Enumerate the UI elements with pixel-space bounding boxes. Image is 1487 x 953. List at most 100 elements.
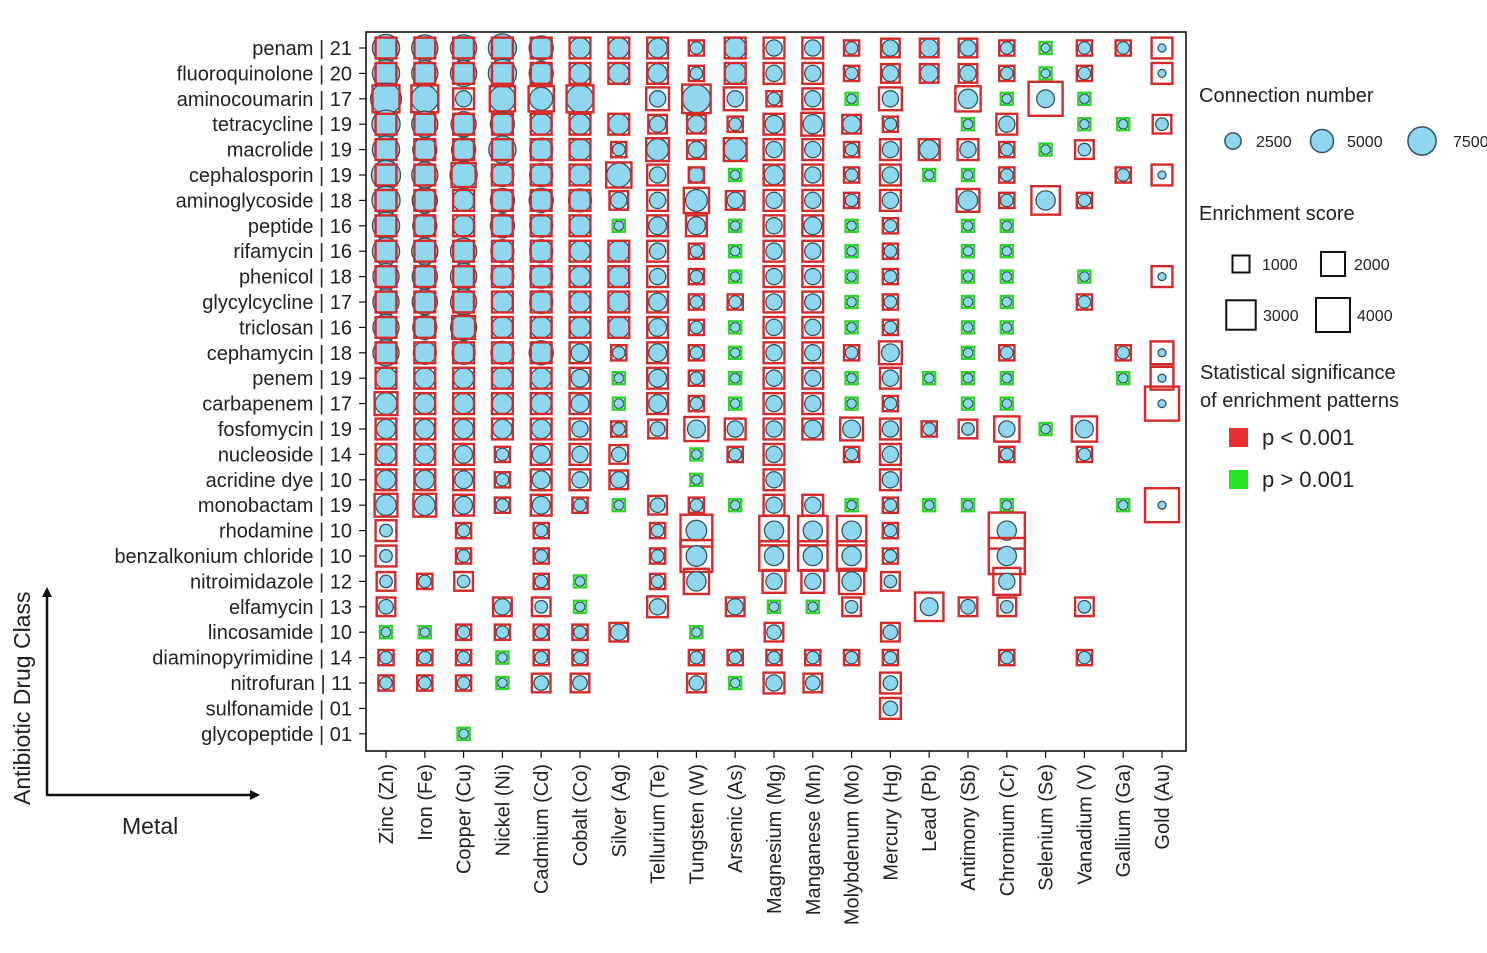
enrichment-square [413,112,437,136]
connection-bubble [960,598,976,615]
enrichment-square [727,396,743,411]
connection-bubble [689,269,704,284]
connection-bubble [763,520,785,541]
legend: Connection number 2500 5000 7500 Enrichmen… [1199,85,1487,492]
enrichment-square [413,61,437,86]
connection-bubble [690,448,702,460]
enrichment-square [456,726,471,742]
enrichment-square [569,672,591,694]
connection-bubble [411,161,439,189]
enrichment-square [921,497,937,513]
connection-bubble [648,191,667,210]
connection-bubble [918,139,940,160]
connection-bubble [882,624,899,641]
enrichment-square [374,290,398,314]
connection-bubble [999,447,1014,462]
enrichment-square [451,61,476,86]
connection-bubble [648,90,667,108]
connection-bubble [648,598,667,616]
enrichment-square [568,61,592,86]
connection-bubble [411,110,439,138]
connection-bubble [765,217,783,235]
connection-bubble [529,86,554,111]
connection-bubble [804,293,822,311]
connection-bubble [606,162,632,188]
enrichment-square [726,293,745,311]
enrichment-square [879,62,901,84]
connection-bubble [1157,348,1167,358]
enrichment-square [844,243,859,259]
enrichment-square [881,648,900,667]
connection-bubble [690,626,702,638]
legend-enrichment-square [1315,297,1351,333]
connection-bubble [726,191,744,210]
enrichment-square [1075,191,1094,210]
x-tick-label: Nickel (Ni) [492,764,514,856]
y-tick-label: fosfomycin | 19 [218,419,352,441]
connection-bubble [883,117,898,132]
connection-bubble [765,267,783,286]
connection-bubble [648,267,667,286]
connection-bubble [1157,373,1167,383]
connection-bubble [846,93,858,105]
connection-bubble [533,675,550,691]
enrichment-square [689,624,704,640]
connection-bubble [454,90,473,108]
connection-bubble [881,64,900,83]
connection-bubble [650,574,665,589]
enrichment-square [532,623,551,642]
enrichment-square [378,624,394,640]
connection-bubble [414,418,436,440]
connection-bubble [804,572,822,591]
connection-bubble [649,497,666,514]
y-tick-label: glycylcycline | 17 [202,292,352,314]
enrichment-square [568,163,592,187]
enrichment-square [375,570,397,592]
connection-bubble [449,59,478,88]
enrichment-square [532,648,551,667]
connection-bubble [490,290,514,314]
enrichment-square [998,140,1016,159]
connection-bubble [528,60,554,87]
enrichment-square [804,648,822,667]
connection-bubble [490,315,514,339]
x-tick-label: Zinc (Zn) [376,764,398,844]
connection-bubble [681,84,712,114]
connection-bubble [534,523,549,538]
enrichment-square [881,521,900,540]
connection-bubble [883,650,898,665]
x-tick-label: Arsenic (As) [725,764,747,873]
connection-bubble [767,650,781,665]
connection-bubble [495,447,510,462]
connection-bubble [804,242,822,260]
enrichment-square [648,572,667,591]
connection-bubble [765,572,783,591]
connection-bubble [1001,398,1013,410]
enrichment-square [568,214,592,238]
enrichment-square [451,341,476,365]
connection-bubble [689,295,704,309]
connection-bubble [686,571,707,592]
connection-bubble [999,66,1014,81]
connection-bubble [380,626,392,638]
connection-bubble [417,574,432,589]
connection-bubble [962,398,974,410]
connection-bubble [1078,271,1090,283]
connection-bubble [456,625,471,640]
connection-bubble [922,422,937,436]
connection-bubble [534,625,549,640]
connection-bubble [842,419,862,439]
connection-bubble [1117,499,1129,511]
connection-bubble [610,191,628,210]
enrichment-square [608,443,630,465]
enrichment-square [529,214,553,238]
connection-bubble [452,367,475,390]
enrichment-square [920,420,939,438]
y-tick-label: penam | 21 [252,38,352,60]
connection-bubble [647,37,668,59]
legend-connection-bubble [1407,126,1437,156]
connection-bubble [534,599,549,614]
connection-bubble [1077,66,1092,81]
enrichment-square [685,139,707,161]
connection-bubble [458,728,470,740]
